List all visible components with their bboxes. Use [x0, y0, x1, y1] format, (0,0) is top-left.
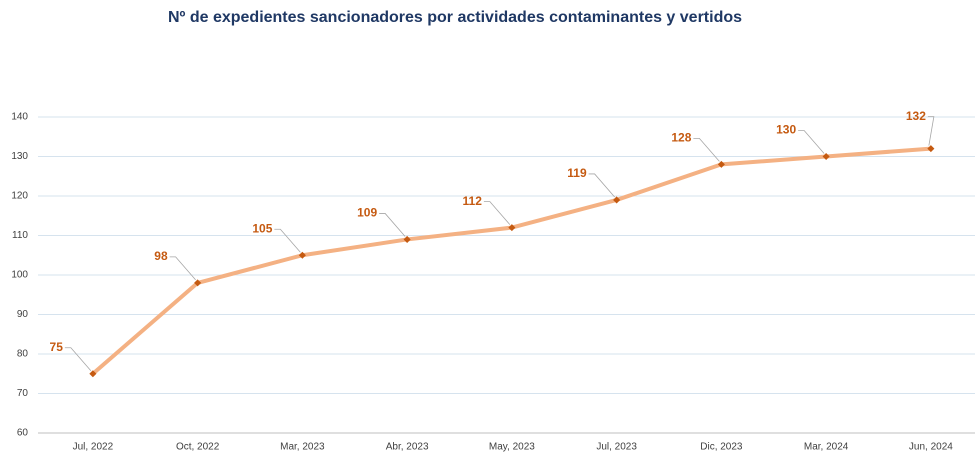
data-label: 112	[463, 194, 483, 208]
leader-line	[588, 173, 615, 198]
y-tick-label: 80	[17, 349, 29, 360]
data-label: 75	[50, 340, 64, 354]
marker	[89, 370, 97, 378]
leader-line	[693, 137, 720, 162]
x-tick-label: May, 2023	[489, 442, 535, 453]
data-label: 109	[357, 206, 377, 220]
leader-line	[64, 347, 92, 372]
marker	[194, 279, 202, 287]
leader-line	[927, 116, 935, 146]
data-label: 128	[671, 131, 691, 145]
y-tick-label: 60	[17, 428, 29, 439]
y-tick-label: 110	[12, 230, 28, 241]
leader-line	[798, 130, 825, 154]
x-tick-label: Mar, 2023	[280, 442, 325, 453]
y-tick-label: 120	[11, 191, 28, 202]
data-label: 105	[252, 221, 272, 235]
x-tick-label: Jun, 2024	[909, 442, 953, 453]
y-tick-label: 130	[11, 151, 28, 162]
leader-line	[169, 256, 196, 281]
leader-line	[274, 228, 301, 253]
leader-line	[483, 201, 511, 225]
x-tick-label: Mar, 2024	[804, 442, 849, 453]
leader-line	[379, 213, 406, 237]
marker	[298, 251, 306, 259]
data-label: 98	[154, 249, 168, 263]
marker	[927, 145, 935, 153]
data-label: 132	[906, 109, 926, 123]
marker	[613, 196, 621, 204]
x-tick-label: Abr, 2023	[386, 442, 429, 453]
data-label: 119	[567, 166, 587, 180]
chart-title: Nº de expedientes sancionadores por acti…	[168, 9, 742, 26]
marker	[717, 160, 725, 168]
data-label: 130	[776, 123, 796, 137]
x-tick-label: Oct, 2022	[176, 442, 220, 453]
y-tick-label: 100	[11, 270, 28, 281]
y-tick-label: 90	[17, 309, 29, 320]
marker	[822, 152, 830, 161]
marker	[403, 235, 411, 243]
x-tick-label: Jul, 2023	[596, 442, 637, 453]
x-tick-label: Jul, 2022	[73, 442, 114, 453]
y-tick-label: 140	[11, 112, 28, 123]
x-tick-label: Dic, 2023	[700, 442, 743, 453]
y-tick-label: 70	[17, 388, 29, 399]
line-series	[91, 146, 932, 376]
marker	[508, 224, 516, 232]
